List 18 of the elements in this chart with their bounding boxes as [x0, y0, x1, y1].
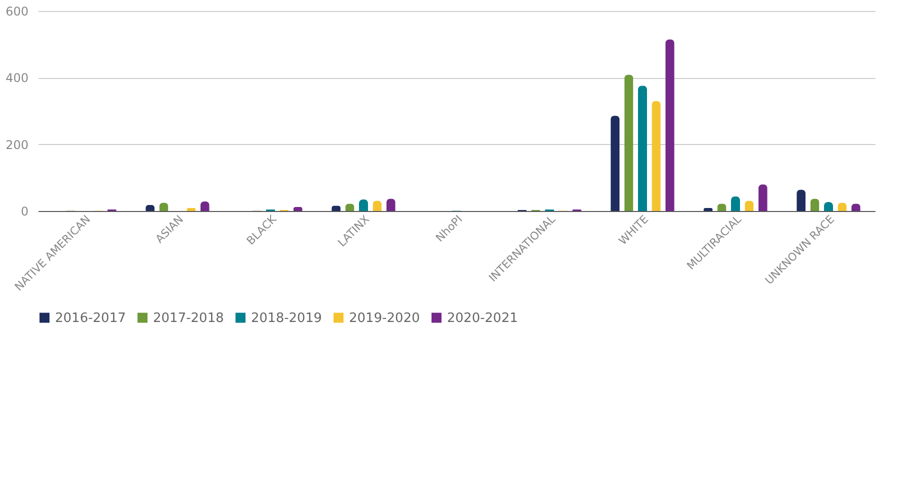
bar: [638, 86, 647, 211]
bar: [652, 101, 661, 211]
bar: [731, 196, 740, 211]
bar: [359, 199, 368, 211]
legend-label: 2019-2020: [349, 310, 420, 326]
legend-label: 2017-2018: [153, 310, 224, 326]
y-tick-label: 200: [6, 138, 28, 152]
legend-label: 2016-2017: [55, 310, 126, 326]
bar: [610, 116, 620, 211]
y-tick-label: 600: [6, 4, 28, 18]
bar: [665, 39, 674, 211]
legend-label: 2020-2021: [447, 310, 518, 326]
y-tick-label: 400: [6, 71, 28, 86]
y-tick-label: 0: [20, 204, 28, 218]
legend-label: 2018-2019: [251, 310, 322, 326]
bar: [758, 184, 768, 211]
bar: [624, 74, 634, 211]
bar: [796, 190, 806, 211]
